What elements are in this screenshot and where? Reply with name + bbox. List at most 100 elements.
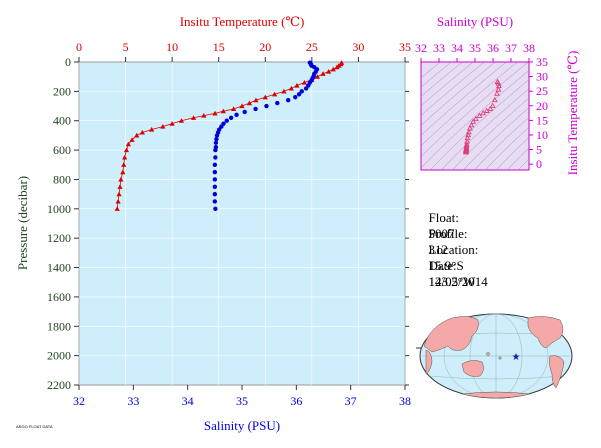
temperature-point <box>139 129 145 135</box>
temperature-point <box>121 162 127 167</box>
temperature-tick-label: 10 <box>166 40 178 54</box>
temperature-line <box>116 62 343 209</box>
temperature-point <box>129 137 135 142</box>
density-contour <box>421 62 441 79</box>
temperature-tick-label: 0 <box>76 40 82 54</box>
location-info: Location: 15.9°S 143.2°W <box>422 226 479 290</box>
density-contour <box>463 107 529 170</box>
date-value: 12/05/2014 <box>428 274 488 289</box>
density-contour <box>496 137 529 170</box>
salinity-point <box>228 115 234 120</box>
ts-point <box>470 118 477 124</box>
profile-info: Profile: 312 <box>422 210 468 258</box>
temperature-point <box>134 132 140 138</box>
ts-salinity-tick-label: 38 <box>523 41 535 55</box>
temperature-point <box>314 74 321 79</box>
density-contour <box>421 62 474 107</box>
ts-point <box>463 149 470 155</box>
temperature-point <box>253 97 259 103</box>
ts-point <box>480 109 487 116</box>
temperature-tick-label: 20 <box>259 40 271 54</box>
temperature-point <box>118 176 124 182</box>
temperature-point <box>149 126 155 132</box>
ts-density-contours <box>421 62 529 170</box>
temperature-axis-title: Insitu Temperature (℃) <box>180 14 305 29</box>
pressure-tick-label: 600 <box>53 143 71 157</box>
ts-point <box>466 125 473 131</box>
temperature-tick-label: 25 <box>306 40 318 54</box>
pressure-tick-label: 1400 <box>47 261 71 275</box>
pressure-tick-label: 2000 <box>47 349 71 363</box>
temperature-point <box>178 118 185 123</box>
density-contour <box>507 147 529 170</box>
salinity-point <box>214 133 220 138</box>
density-contour <box>421 62 507 136</box>
pressure-tick-label: 200 <box>53 84 71 98</box>
salinity-point <box>253 106 258 112</box>
temperature-point <box>220 108 226 114</box>
pressure-tick-label: 1600 <box>47 290 71 304</box>
pressure-tick-label: 1800 <box>47 319 71 333</box>
temperature-point <box>115 198 121 204</box>
profile-panel: 0 5 10 15 20 25 30 35 32 33 34 35 36 37 38 0 200 400 600 80… <box>15 14 411 433</box>
salinity-point <box>224 118 229 123</box>
profile-value: 312 <box>428 242 449 257</box>
temperature-point <box>169 121 175 126</box>
density-contour <box>474 117 529 170</box>
salinity-tick-label: 34 <box>182 394 194 408</box>
profile-ticks: 0 5 10 15 20 25 30 35 32 33 34 35 36 37 38 0 200 400 600 80… <box>47 40 411 408</box>
salinity-point <box>213 155 218 160</box>
salinity-point <box>212 191 218 197</box>
ts-point <box>489 102 496 108</box>
salinity-point <box>214 136 219 142</box>
date-label: Date: <box>428 258 457 273</box>
salinity-point <box>212 184 218 189</box>
temperature-tick-label: 5 <box>123 40 129 54</box>
ts-salinity-tick-label: 33 <box>433 41 445 55</box>
density-contour <box>430 79 529 170</box>
location-latitude: 15.9°S <box>428 258 464 273</box>
temperature-point <box>326 68 332 74</box>
temperature-point <box>246 100 253 106</box>
profile-label: Profile: <box>428 226 468 241</box>
salinity-point <box>212 177 218 182</box>
temperature-point <box>288 85 294 91</box>
pressure-tick-label: 800 <box>53 172 71 186</box>
density-contour <box>421 62 485 116</box>
temperature-point <box>281 88 287 94</box>
ts-point <box>483 107 490 113</box>
ts-temperature-tick-label: 35 <box>536 55 548 69</box>
salinity-point <box>234 112 239 118</box>
footer-credit: ARGO FLOAT DATA <box>16 424 53 429</box>
temperature-point <box>294 82 300 88</box>
salinity-point <box>212 169 218 175</box>
ts-point <box>476 112 483 118</box>
pressure-axis-title: Pressure (decibar) <box>15 176 30 270</box>
density-contour <box>421 62 452 88</box>
ts-temperature-tick-label: 15 <box>536 113 548 127</box>
ts-point <box>472 115 479 122</box>
density-contour <box>421 62 463 97</box>
temperature-point <box>116 191 122 197</box>
density-contour <box>421 62 529 157</box>
ts-salinity-axis-title: Salinity (PSU) <box>437 14 513 29</box>
temperature-point <box>201 112 207 118</box>
salinity-point <box>303 86 309 91</box>
location-map: ★ <box>416 313 573 399</box>
salinity-point <box>264 103 269 109</box>
temperature-point <box>123 147 130 153</box>
salinity-point <box>212 199 218 204</box>
density-contour <box>421 70 529 169</box>
salinity-point <box>275 100 280 106</box>
temperature-point <box>117 184 123 189</box>
profile-plot-area <box>78 61 406 386</box>
date-info: Date: 12/05/2014 <box>422 242 488 290</box>
map-land <box>423 316 565 399</box>
temperature-point <box>330 66 336 72</box>
temperature-point <box>262 94 268 100</box>
temperature-point <box>122 154 128 160</box>
ts-point <box>491 96 498 103</box>
